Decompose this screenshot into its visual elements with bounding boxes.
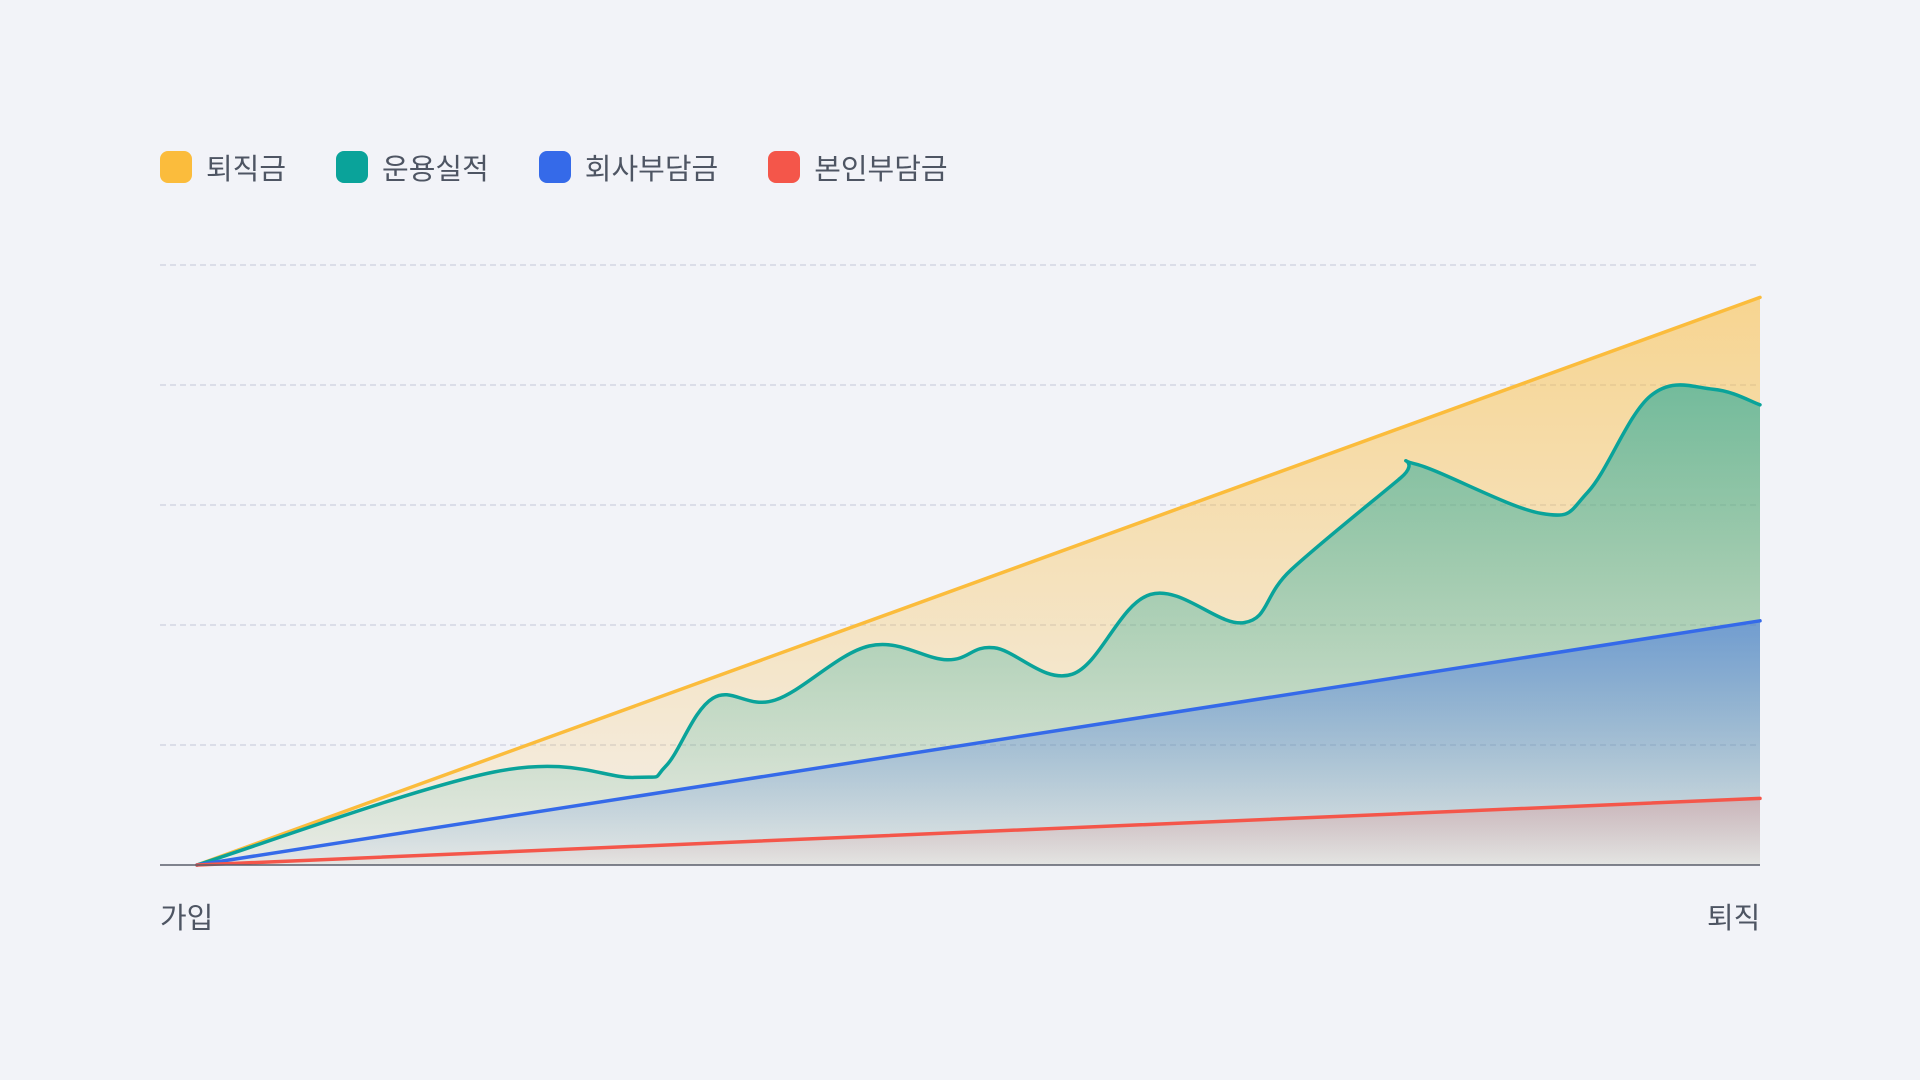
legend-item-company-contribution: 회사부담금 [538,146,719,188]
legend-label: 운용실적 [382,152,489,186]
legend-swatch-icon [336,151,369,183]
x-tick-label-start: 가입 [160,901,214,935]
legend-label: 본인부담금 [814,152,948,186]
legend-swatch-icon [768,151,801,183]
legend-item-investment-return: 운용실적 [336,146,489,188]
legend-swatch-icon [160,151,192,183]
series-line-4 [195,796,1762,867]
legend: 퇴직금 운용실적 회사부담금 본인부담금 [160,146,998,188]
series-line-2 [195,383,1762,867]
legend-label: 회사부담금 [584,152,719,186]
legend-label: 퇴직금 [206,152,287,186]
legend-item-personal-contribution: 본인부담금 [768,146,948,188]
legend-swatch-icon [538,151,571,183]
series-line-3 [195,619,1762,867]
x-tick-label-end: 퇴직 [1707,901,1761,935]
legend-item-retirement-pay: 퇴직금 [160,146,286,188]
series-line-1 [195,295,1762,867]
series-lines [195,295,1762,867]
